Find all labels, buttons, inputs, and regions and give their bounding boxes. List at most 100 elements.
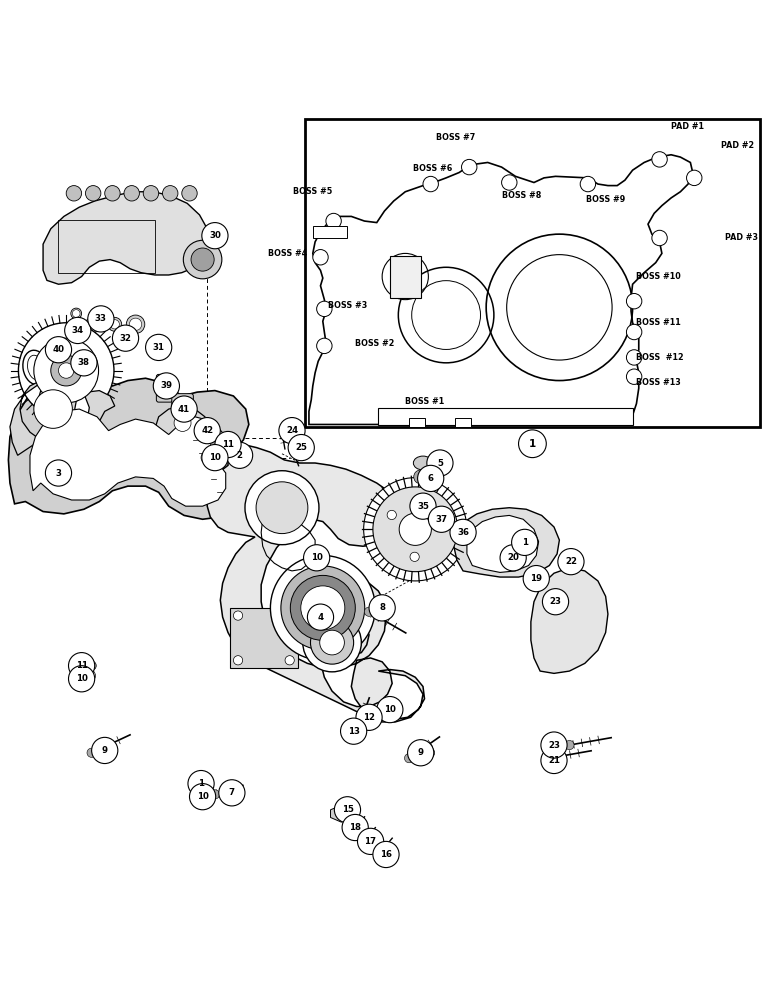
Text: 11: 11 xyxy=(76,661,87,670)
Circle shape xyxy=(92,737,118,764)
Circle shape xyxy=(317,338,332,354)
Circle shape xyxy=(215,431,241,458)
Text: 13: 13 xyxy=(347,727,360,736)
Text: 19: 19 xyxy=(530,574,542,583)
Circle shape xyxy=(130,318,142,330)
Circle shape xyxy=(502,175,517,190)
Circle shape xyxy=(285,656,294,665)
Circle shape xyxy=(146,334,172,361)
Circle shape xyxy=(545,754,554,763)
Text: BOSS #10: BOSS #10 xyxy=(636,272,681,281)
Text: 39: 39 xyxy=(161,381,172,390)
Circle shape xyxy=(226,442,252,468)
Text: 18: 18 xyxy=(349,823,361,832)
Circle shape xyxy=(281,566,364,650)
Circle shape xyxy=(285,611,294,620)
Circle shape xyxy=(399,513,432,545)
Text: 20: 20 xyxy=(507,553,519,562)
Text: 1: 1 xyxy=(198,779,204,788)
Text: 7: 7 xyxy=(229,788,235,797)
Circle shape xyxy=(218,780,245,806)
Text: PAD #1: PAD #1 xyxy=(671,122,704,131)
Circle shape xyxy=(233,656,242,665)
Text: 5: 5 xyxy=(437,459,443,468)
Circle shape xyxy=(410,552,419,561)
Circle shape xyxy=(310,621,354,664)
Circle shape xyxy=(364,607,374,616)
Circle shape xyxy=(191,791,203,803)
Polygon shape xyxy=(8,371,249,519)
Circle shape xyxy=(59,363,74,378)
Circle shape xyxy=(144,186,159,201)
Circle shape xyxy=(73,310,80,317)
Circle shape xyxy=(189,784,215,810)
Circle shape xyxy=(565,740,574,750)
Circle shape xyxy=(279,418,305,444)
Text: 1: 1 xyxy=(529,439,536,449)
Text: 12: 12 xyxy=(363,713,375,722)
Bar xyxy=(390,256,421,298)
Circle shape xyxy=(652,152,667,167)
Circle shape xyxy=(210,440,219,449)
Circle shape xyxy=(356,704,382,730)
Circle shape xyxy=(34,338,99,403)
Circle shape xyxy=(326,213,341,229)
Text: BOSS #8: BOSS #8 xyxy=(502,191,541,200)
Circle shape xyxy=(163,186,178,201)
Circle shape xyxy=(313,250,328,265)
Circle shape xyxy=(418,465,444,492)
Text: 8: 8 xyxy=(379,603,385,612)
Circle shape xyxy=(233,611,242,620)
Circle shape xyxy=(256,482,308,534)
Text: BOSS #7: BOSS #7 xyxy=(435,133,475,142)
Text: 15: 15 xyxy=(341,805,354,814)
Text: 35: 35 xyxy=(417,502,429,511)
Circle shape xyxy=(369,595,395,621)
Text: 1: 1 xyxy=(522,538,528,547)
Text: BOSS #5: BOSS #5 xyxy=(293,187,332,196)
Text: 31: 31 xyxy=(153,343,164,352)
FancyBboxPatch shape xyxy=(172,394,193,425)
Circle shape xyxy=(174,414,191,431)
Polygon shape xyxy=(30,409,225,506)
Bar xyxy=(313,226,347,238)
Circle shape xyxy=(686,170,702,186)
Text: 10: 10 xyxy=(209,453,221,462)
Circle shape xyxy=(19,323,114,418)
Polygon shape xyxy=(454,508,560,577)
Text: 23: 23 xyxy=(550,597,561,606)
Circle shape xyxy=(409,409,425,424)
Text: PAD #2: PAD #2 xyxy=(721,141,754,150)
Text: BOSS  #12: BOSS #12 xyxy=(636,353,684,362)
Circle shape xyxy=(88,306,114,332)
Circle shape xyxy=(201,451,213,464)
Circle shape xyxy=(581,176,596,192)
Text: 10: 10 xyxy=(197,792,208,801)
Circle shape xyxy=(87,661,96,670)
Text: 41: 41 xyxy=(178,405,190,414)
Circle shape xyxy=(194,418,220,444)
Text: 24: 24 xyxy=(286,426,298,435)
Polygon shape xyxy=(531,568,608,673)
Text: BOSS #1: BOSS #1 xyxy=(405,397,444,406)
Circle shape xyxy=(626,369,642,384)
Text: 22: 22 xyxy=(565,557,577,566)
Text: 10: 10 xyxy=(76,674,87,683)
Circle shape xyxy=(357,715,366,724)
Text: BOSS #13: BOSS #13 xyxy=(636,378,681,387)
Circle shape xyxy=(652,230,667,246)
Bar xyxy=(230,608,298,668)
Circle shape xyxy=(92,308,103,319)
Circle shape xyxy=(422,747,435,759)
Circle shape xyxy=(288,434,314,461)
Bar xyxy=(409,418,425,427)
Circle shape xyxy=(71,350,97,376)
Circle shape xyxy=(414,470,428,484)
Circle shape xyxy=(201,445,228,471)
Text: 40: 40 xyxy=(52,345,65,354)
Text: 16: 16 xyxy=(380,850,392,859)
Circle shape xyxy=(46,337,72,363)
Text: 42: 42 xyxy=(201,426,213,435)
Circle shape xyxy=(34,390,73,428)
Circle shape xyxy=(154,373,179,399)
